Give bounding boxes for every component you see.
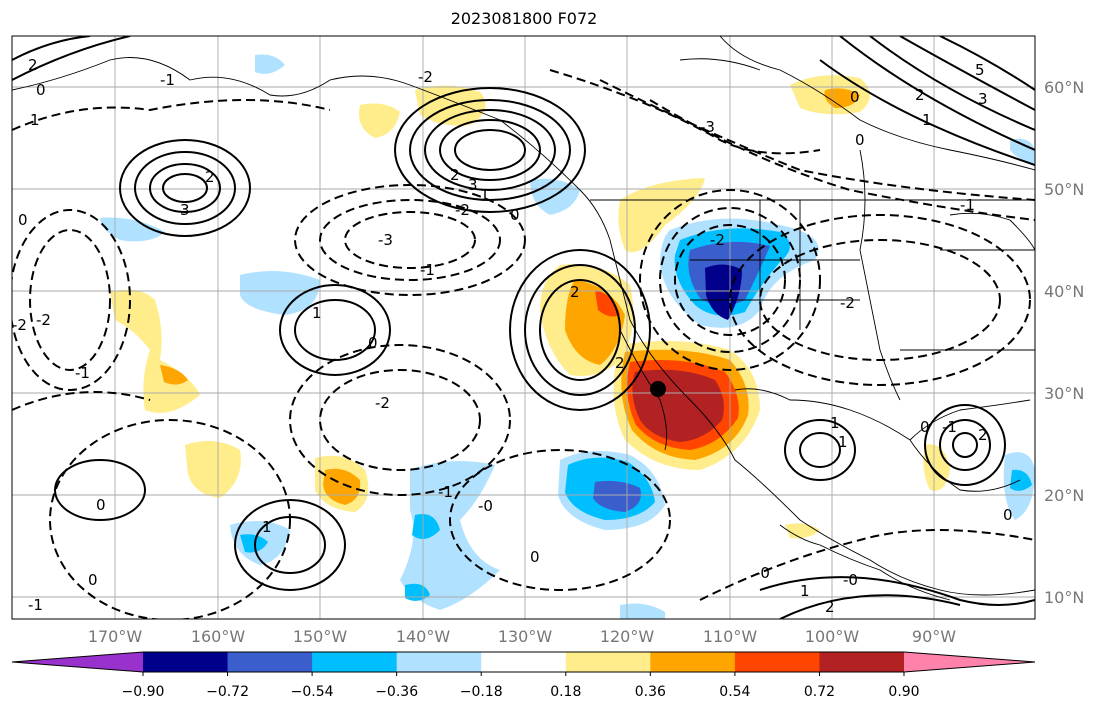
- colorbar-segment: [227, 652, 313, 672]
- colorbar-segment: [734, 652, 820, 672]
- colorbar-tick-label: −0.54: [291, 684, 334, 700]
- contour-label: -2: [375, 394, 390, 412]
- contour-label: 1: [312, 304, 322, 322]
- contour-label: 2: [205, 168, 215, 186]
- colorbar-segment: [481, 652, 567, 672]
- contour-label: -2: [455, 201, 470, 219]
- contour-label: 0: [96, 496, 106, 514]
- contour-label: 1: [838, 433, 848, 451]
- lon-tick-label: 120°W: [600, 627, 655, 646]
- contour-label: 0: [1003, 506, 1013, 524]
- colorbar-tick-label: 0.36: [635, 684, 666, 700]
- contour-label: -0: [478, 497, 493, 515]
- contour-label: 2: [28, 56, 38, 74]
- contour-label: -2: [418, 68, 433, 86]
- contour-label: -2: [840, 294, 855, 312]
- contour-label: -1: [28, 596, 43, 614]
- colorbar-segment: [650, 652, 736, 672]
- contour-label: 1: [830, 414, 840, 432]
- contour-label: 0: [88, 571, 98, 589]
- contour-label: -1: [438, 483, 453, 501]
- map-title: 2023081800 F072: [450, 9, 598, 28]
- colorbar-tick-label: −0.36: [375, 684, 418, 700]
- contour-label: -1: [942, 418, 957, 436]
- contour-label: 3: [180, 201, 190, 219]
- lat-tick-label: 20°N: [1044, 486, 1084, 505]
- contour-label: -0: [755, 564, 770, 582]
- lon-ticks: 170°W 160°W 150°W 140°W 130°W 120°W 110°…: [88, 627, 956, 646]
- contour-label: -1: [75, 364, 90, 382]
- contour-label: -0: [843, 571, 858, 589]
- colorbar-tick-label: −0.72: [206, 684, 249, 700]
- contour-label: -3: [378, 231, 393, 249]
- contour-label: 1: [800, 582, 810, 600]
- lat-tick-label: 30°N: [1044, 384, 1084, 403]
- lat-tick-label: 10°N: [1044, 588, 1084, 607]
- contours-positive: [12, 36, 1035, 619]
- contour-label: -2: [12, 316, 27, 334]
- contour-label: 0: [855, 131, 865, 149]
- lon-tick-label: 90°W: [912, 627, 956, 646]
- contour-label: 2: [570, 283, 580, 301]
- contour-label: 2: [450, 166, 460, 184]
- colorbar-segment: [396, 652, 482, 672]
- plot-frame: [11, 35, 1036, 620]
- colorbar-extend-low: [12, 652, 143, 672]
- contour-label: 0: [36, 81, 46, 99]
- colorbar-segment: [143, 652, 229, 672]
- contour-label: 5: [975, 61, 985, 79]
- contour-label: 2: [825, 598, 835, 616]
- contour-label: 1: [262, 518, 272, 536]
- lat-ticks: 60°N 50°N 40°N 30°N 20°N 10°N: [1044, 78, 1084, 607]
- contour-label: -3: [700, 118, 715, 136]
- contour-label: 0: [530, 548, 540, 566]
- contour-label: 2: [915, 86, 925, 104]
- contour-label: 1: [480, 186, 490, 204]
- contour-label: 3: [978, 90, 988, 108]
- lon-tick-label: 110°W: [703, 627, 758, 646]
- lon-tick-label: 150°W: [293, 627, 348, 646]
- contour-label: -2: [710, 231, 725, 249]
- colorbar-tick-label: −0.18: [460, 684, 503, 700]
- contour-label: 0: [510, 206, 520, 224]
- colorbar: −0.90 −0.72 −0.54 −0.36 −0.18 0.18 0.36 0.54 0.7…: [11, 651, 1036, 700]
- contour-label: -1: [160, 71, 175, 89]
- contour-label: 0: [368, 334, 378, 352]
- lat-tick-label: 40°N: [1044, 282, 1084, 301]
- lon-tick-label: 170°W: [88, 627, 143, 646]
- colorbar-segment: [565, 652, 651, 672]
- colorbar-tick-label: 0.18: [550, 684, 581, 700]
- lon-tick-label: 140°W: [396, 627, 451, 646]
- contour-label: 3: [468, 176, 478, 194]
- colorbar-segment: [312, 652, 398, 672]
- lon-tick-label: 130°W: [498, 627, 553, 646]
- location-marker: [650, 381, 666, 397]
- contour-label: -1: [420, 261, 435, 279]
- colorbar-tick-label: 0.54: [719, 684, 750, 700]
- contour-label: -2: [36, 311, 51, 329]
- contour-label: 2: [978, 426, 988, 444]
- lon-tick-label: 160°W: [191, 627, 246, 646]
- contours-negative: [12, 69, 1035, 619]
- contour-label: 1: [30, 111, 40, 129]
- contour-label: 1: [922, 111, 932, 129]
- lat-tick-label: 60°N: [1044, 78, 1084, 97]
- contour-label: 0: [18, 211, 28, 229]
- contour-label: 0: [850, 88, 860, 106]
- colorbar-segment: [819, 652, 905, 672]
- contour-labels: 2 0 1 -1 2 3 3 2 1 0 -2 -3 -2 -1 -2 -1 0…: [12, 56, 1013, 616]
- colorbar-tick-label: 0.90: [888, 684, 919, 700]
- contour-label: 2: [615, 354, 625, 372]
- coastlines: [12, 36, 1035, 601]
- colorbar-extend-high: [904, 652, 1035, 672]
- lat-tick-label: 50°N: [1044, 180, 1084, 199]
- colorbar-tick-label: −0.90: [122, 684, 165, 700]
- contour-label: -1: [960, 196, 975, 214]
- lon-tick-label: 100°W: [805, 627, 860, 646]
- map-panel: 2 0 1 -1 2 3 3 2 1 0 -2 -3 -2 -1 -2 -1 0…: [12, 36, 1035, 619]
- colorbar-tick-label: 0.72: [804, 684, 835, 700]
- contour-label: 0: [920, 418, 930, 436]
